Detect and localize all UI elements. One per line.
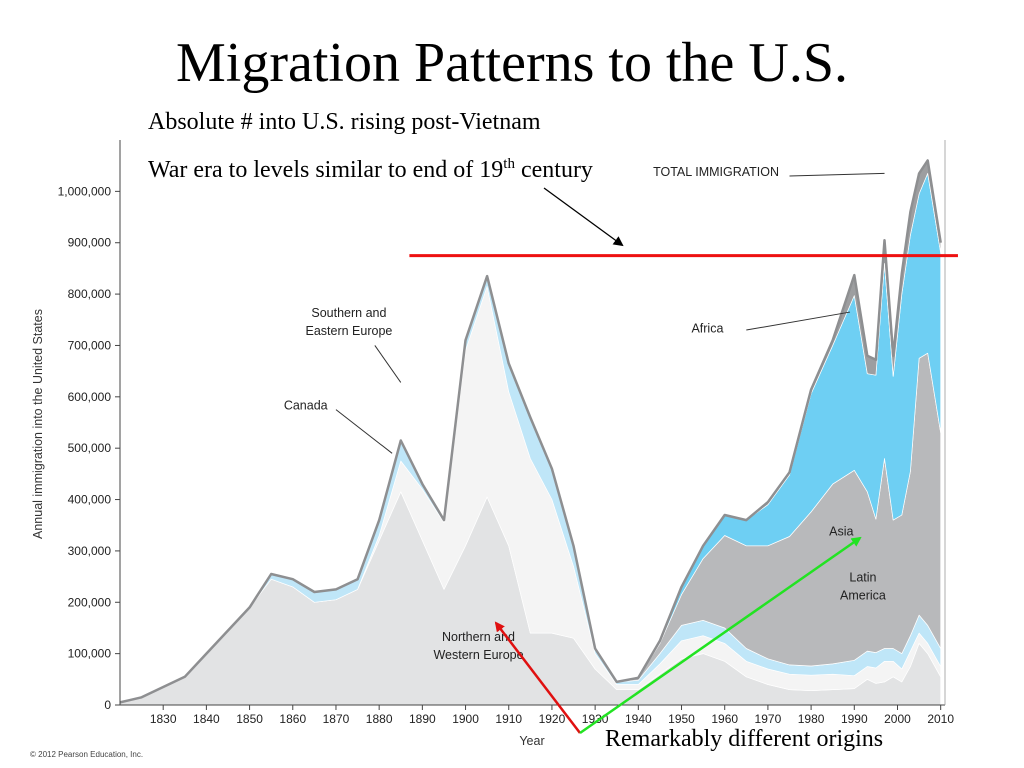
slide-title: Migration Patterns to the U.S. [176, 32, 848, 94]
subtitle-line-2: War era to levels similar to end of 19th… [148, 150, 593, 184]
y-tick-label: 900,000 [68, 236, 112, 250]
leader-southern-eastern-europe [374, 345, 402, 383]
region-label: TOTAL IMMIGRATION [653, 165, 779, 179]
x-tick-label: 1970 [755, 712, 782, 726]
subtitle-superscript: th [503, 156, 515, 172]
y-tick-label: 600,000 [68, 390, 112, 404]
copyright-notice: © 2012 Pearson Education, Inc. [30, 750, 144, 759]
arrow-to-europe [494, 621, 581, 734]
subtitle-line-1: Absolute # into U.S. rising post-Vietnam [148, 109, 541, 135]
region-label: America [840, 589, 886, 603]
subtitle-arrow [543, 187, 624, 247]
region-label: Asia [829, 525, 853, 539]
x-tick-label: 1830 [150, 712, 177, 726]
x-tick-label: 1990 [841, 712, 868, 726]
x-tick-label: 1870 [323, 712, 350, 726]
caption-text: Remarkably different origins [605, 726, 884, 752]
arrow-to-latin-america-asia [579, 536, 862, 735]
x-tick-label: 1920 [539, 712, 566, 726]
region-label: Africa [691, 322, 723, 336]
leader-africa [746, 311, 851, 331]
y-tick-label: 800,000 [68, 287, 112, 301]
region-label: Northern and [442, 630, 515, 644]
x-tick-label: 1930 [582, 712, 609, 726]
subtitle-line-2-text: War era to levels similar to end of 19 [148, 157, 504, 183]
x-tick-label: 1980 [798, 712, 825, 726]
leader-canada [335, 409, 393, 454]
y-tick-label: 500,000 [68, 441, 112, 455]
leader-total-immigration [789, 172, 885, 177]
x-tick-label: 1860 [279, 712, 306, 726]
x-tick-label: 1940 [625, 712, 652, 726]
x-tick-label: 1950 [668, 712, 695, 726]
y-tick-label: 400,000 [68, 493, 112, 507]
stacked-areas [119, 159, 942, 706]
x-axis-title: Year [519, 734, 544, 748]
y-tick-label: 1,000,000 [58, 184, 112, 198]
region-label: Western Europe [433, 648, 523, 662]
x-tick-label: 1960 [711, 712, 738, 726]
axes: 0 100,000 200,000 300,000 400,000 500,000 600,… [31, 140, 954, 748]
x-tick-label: 1840 [193, 712, 220, 726]
y-tick-label: 0 [104, 698, 111, 712]
region-label: Southern and [311, 306, 386, 320]
x-tick-label: 1910 [495, 712, 522, 726]
x-tick-label: 1880 [366, 712, 393, 726]
subtitle-line-2-end: century [514, 157, 593, 183]
y-tick-label: 200,000 [68, 595, 112, 609]
region-labels: Northern and Western Europe Southern and Ea… [284, 165, 886, 662]
region-label: Eastern Europe [305, 324, 392, 338]
region-label: Canada [284, 399, 328, 413]
y-tick-label: 100,000 [68, 647, 112, 661]
total-immigration-outline [119, 159, 942, 704]
annotations [409, 187, 958, 735]
x-tick-label: 2000 [884, 712, 911, 726]
x-tick-label: 1850 [236, 712, 263, 726]
x-tick-label: 1900 [452, 712, 479, 726]
x-tick-label: 1890 [409, 712, 436, 726]
region-label: Latin [849, 571, 876, 585]
x-tick-label: 2010 [927, 712, 954, 726]
y-tick-label: 700,000 [68, 338, 112, 352]
y-tick-label: 300,000 [68, 544, 112, 558]
y-axis-title: Annual immigration into the United State… [31, 309, 45, 539]
